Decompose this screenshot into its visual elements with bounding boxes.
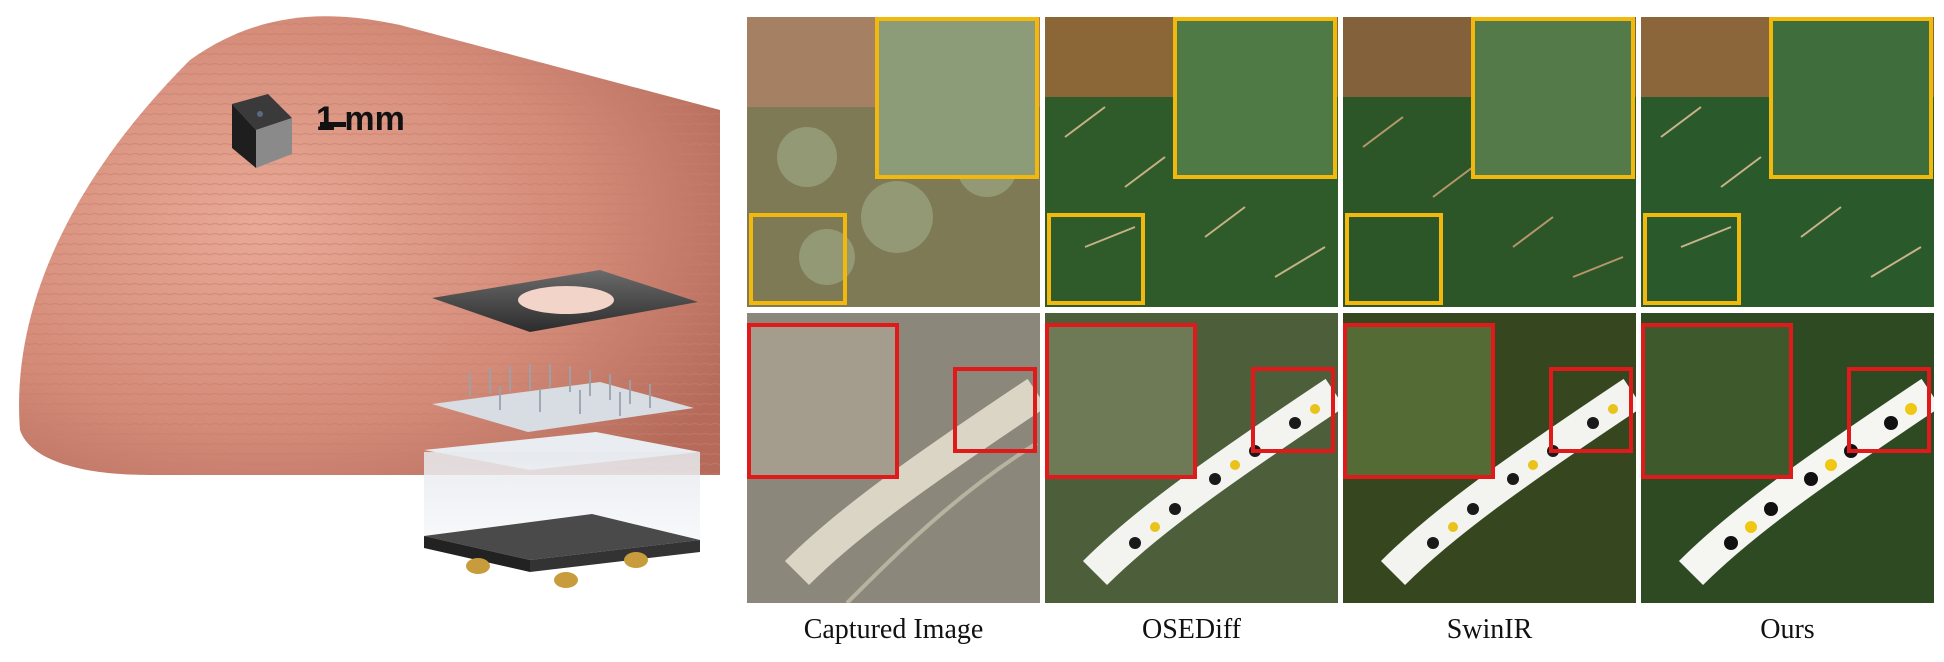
cactus-osediff xyxy=(1045,17,1338,307)
finger-illustration xyxy=(19,16,721,588)
caption-osediff: OSEDiff xyxy=(1141,614,1242,645)
caption-swinir: SwinIR xyxy=(1446,614,1533,645)
caterpillar-captured-image xyxy=(747,313,1040,603)
caption-ours: Ours xyxy=(1760,614,1815,645)
caterpillar-ours xyxy=(1641,313,1934,603)
caterpillar-osediff xyxy=(1045,313,1338,603)
finger-photo-panel: 1 mm xyxy=(0,0,735,662)
cactus-captured-image xyxy=(747,17,1040,307)
cactus-ours xyxy=(1641,17,1934,307)
cactus-swinir xyxy=(1343,17,1636,307)
method-captions: Captured Image OSEDiff SwinIR Ours xyxy=(747,614,1937,654)
scale-bar-label: 1 mm xyxy=(316,100,405,138)
caterpillar-swinir xyxy=(1343,313,1636,603)
caption-captured-image: Captured Image xyxy=(803,614,984,645)
